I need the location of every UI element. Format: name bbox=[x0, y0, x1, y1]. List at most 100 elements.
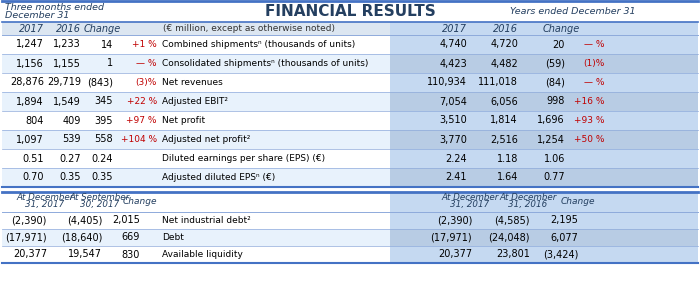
Bar bbox=[2, 229, 390, 246]
Text: +16 %: +16 % bbox=[575, 97, 605, 106]
Text: 28,876: 28,876 bbox=[10, 77, 44, 88]
Bar bbox=[390, 111, 698, 130]
Text: (3,424): (3,424) bbox=[542, 250, 578, 260]
Text: 1: 1 bbox=[107, 58, 113, 68]
Text: 1.18: 1.18 bbox=[496, 154, 518, 164]
Text: Available liquidity: Available liquidity bbox=[162, 250, 243, 259]
Bar bbox=[2, 22, 698, 35]
Bar bbox=[2, 149, 390, 168]
Bar bbox=[2, 130, 390, 149]
Text: 19,547: 19,547 bbox=[68, 250, 102, 260]
Text: 30, 2017: 30, 2017 bbox=[80, 200, 120, 209]
Text: (17,971): (17,971) bbox=[430, 232, 472, 242]
Bar bbox=[390, 246, 698, 263]
Text: 0.70: 0.70 bbox=[22, 172, 44, 182]
Text: 31, 2016: 31, 2016 bbox=[508, 200, 547, 209]
Bar bbox=[390, 168, 698, 187]
Text: Adjusted diluted EPSⁿ (€): Adjusted diluted EPSⁿ (€) bbox=[162, 173, 275, 182]
Text: Net profit: Net profit bbox=[162, 116, 205, 125]
Text: 1,696: 1,696 bbox=[538, 116, 565, 125]
Text: (3)%: (3)% bbox=[136, 78, 157, 87]
Text: Change: Change bbox=[84, 23, 121, 34]
Text: 669: 669 bbox=[122, 232, 140, 242]
Bar bbox=[390, 35, 698, 54]
Text: 20,377: 20,377 bbox=[13, 250, 47, 260]
Text: — %: — % bbox=[584, 78, 605, 87]
Text: 0.77: 0.77 bbox=[543, 172, 565, 182]
Text: +97 %: +97 % bbox=[127, 116, 157, 125]
Text: 539: 539 bbox=[62, 134, 81, 145]
Text: 804: 804 bbox=[26, 116, 44, 125]
Text: At December: At December bbox=[499, 194, 556, 202]
Text: +1 %: +1 % bbox=[132, 40, 157, 49]
Text: 1,814: 1,814 bbox=[491, 116, 518, 125]
Text: 110,934: 110,934 bbox=[427, 77, 467, 88]
Text: +104 %: +104 % bbox=[121, 135, 157, 144]
Text: (2,390): (2,390) bbox=[12, 215, 47, 226]
Bar bbox=[390, 212, 698, 229]
Bar bbox=[390, 149, 698, 168]
Text: December 31: December 31 bbox=[5, 11, 69, 20]
Text: At September: At September bbox=[70, 194, 130, 202]
Bar bbox=[2, 192, 698, 212]
Text: 1,549: 1,549 bbox=[53, 97, 81, 106]
Text: 6,056: 6,056 bbox=[490, 97, 518, 106]
Text: Change: Change bbox=[561, 197, 595, 206]
Bar bbox=[2, 73, 390, 92]
Text: 6,077: 6,077 bbox=[550, 232, 578, 242]
Text: (59): (59) bbox=[545, 58, 565, 68]
Bar bbox=[390, 130, 698, 149]
Text: 1,155: 1,155 bbox=[53, 58, 81, 68]
Text: (2,390): (2,390) bbox=[437, 215, 472, 226]
Text: 4,482: 4,482 bbox=[490, 58, 518, 68]
Bar bbox=[390, 54, 698, 73]
Text: 7,054: 7,054 bbox=[439, 97, 467, 106]
Bar bbox=[2, 92, 390, 111]
Text: 0.51: 0.51 bbox=[22, 154, 44, 164]
Text: At December: At December bbox=[441, 194, 498, 202]
Bar bbox=[2, 111, 390, 130]
Text: 2,516: 2,516 bbox=[490, 134, 518, 145]
Text: 0.35: 0.35 bbox=[60, 172, 81, 182]
Bar bbox=[2, 246, 390, 263]
Text: (1)%: (1)% bbox=[584, 59, 605, 68]
Text: FINANCIAL RESULTS: FINANCIAL RESULTS bbox=[265, 4, 435, 20]
Bar bbox=[2, 0, 698, 22]
Text: 14: 14 bbox=[101, 40, 113, 50]
Text: 29,719: 29,719 bbox=[47, 77, 81, 88]
Text: 0.24: 0.24 bbox=[92, 154, 113, 164]
Text: Years ended December 31: Years ended December 31 bbox=[510, 8, 636, 16]
Text: Debt: Debt bbox=[162, 233, 184, 242]
Text: 830: 830 bbox=[122, 250, 140, 260]
Text: (4,405): (4,405) bbox=[66, 215, 102, 226]
Text: 1.06: 1.06 bbox=[544, 154, 565, 164]
Text: 2.24: 2.24 bbox=[445, 154, 467, 164]
Text: 23,801: 23,801 bbox=[496, 250, 530, 260]
Text: 1,097: 1,097 bbox=[16, 134, 44, 145]
Text: Diluted earnings per share (EPS) (€): Diluted earnings per share (EPS) (€) bbox=[162, 154, 325, 163]
Text: 1,156: 1,156 bbox=[16, 58, 44, 68]
Text: 0.27: 0.27 bbox=[60, 154, 81, 164]
Text: 1,233: 1,233 bbox=[53, 40, 81, 50]
Text: 998: 998 bbox=[547, 97, 565, 106]
Text: 3,510: 3,510 bbox=[440, 116, 467, 125]
Text: 2,015: 2,015 bbox=[112, 215, 140, 226]
Text: +93 %: +93 % bbox=[575, 116, 605, 125]
Text: (18,640): (18,640) bbox=[61, 232, 102, 242]
Text: 31, 2017: 31, 2017 bbox=[450, 200, 489, 209]
Text: 4,720: 4,720 bbox=[490, 40, 518, 50]
Text: 1.64: 1.64 bbox=[496, 172, 518, 182]
Text: Consolidated shipmentsⁿ (thousands of units): Consolidated shipmentsⁿ (thousands of un… bbox=[162, 59, 368, 68]
Text: 558: 558 bbox=[94, 134, 113, 145]
Text: 2017: 2017 bbox=[19, 23, 44, 34]
Text: Adjusted EBIT²: Adjusted EBIT² bbox=[162, 97, 228, 106]
Text: 2.41: 2.41 bbox=[445, 172, 467, 182]
Text: (84): (84) bbox=[545, 77, 565, 88]
Text: — %: — % bbox=[584, 40, 605, 49]
Text: 31, 2017: 31, 2017 bbox=[25, 200, 64, 209]
Text: 20: 20 bbox=[552, 40, 565, 50]
Text: 3,770: 3,770 bbox=[439, 134, 467, 145]
Text: Net revenues: Net revenues bbox=[162, 78, 223, 87]
Text: 0.35: 0.35 bbox=[92, 172, 113, 182]
Text: — %: — % bbox=[136, 59, 157, 68]
